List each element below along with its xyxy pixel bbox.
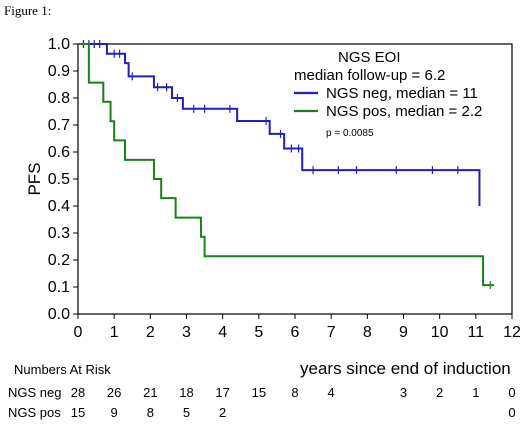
risk-count: 9 bbox=[111, 405, 118, 420]
y-tick-label: 0.7 bbox=[48, 117, 70, 134]
x-tick-label: 9 bbox=[399, 324, 408, 341]
x-tick-label: 11 bbox=[468, 324, 485, 341]
x-tick-label: 10 bbox=[431, 324, 449, 341]
series-line-0 bbox=[78, 43, 481, 206]
risk-count: 8 bbox=[147, 405, 154, 420]
y-tick-label: 0.8 bbox=[48, 90, 70, 107]
x-axis-label: years since end of induction bbox=[300, 359, 511, 378]
x-axis: 0 1 2 3 4 5 6 7 8 9 10 11 12 bbox=[74, 314, 520, 341]
y-tick-label: 0.4 bbox=[48, 198, 70, 215]
risk-count: 2 bbox=[219, 405, 226, 420]
x-tick-label: 8 bbox=[363, 324, 372, 341]
x-tick-label: 2 bbox=[146, 324, 155, 341]
risk-count: 8 bbox=[291, 385, 298, 400]
x-tick-label: 1 bbox=[110, 324, 119, 341]
legend-title: NGS EOI bbox=[338, 49, 401, 66]
risk-count: 0 bbox=[508, 385, 515, 400]
risk-count: 15 bbox=[252, 385, 266, 400]
x-tick-label: 12 bbox=[503, 324, 520, 341]
axis-labels: PFS years since end of induction bbox=[25, 162, 511, 378]
risk-count: 5 bbox=[183, 405, 190, 420]
risk-count: 15 bbox=[71, 405, 85, 420]
risk-count: 17 bbox=[215, 385, 229, 400]
y-tick-label: 0.1 bbox=[48, 279, 70, 296]
series-lines bbox=[78, 40, 494, 290]
legend-entry-1: NGS pos, median = 2.2 bbox=[326, 103, 482, 120]
y-axis-label: PFS bbox=[25, 162, 44, 195]
y-axis: 0.0 0.1 0.2 0.3 0.4 0.5 0.6 0.7 0.8 0.9 1.0 bbox=[48, 36, 78, 323]
x-tick-label: 0 bbox=[74, 324, 83, 341]
figure-label: Figure 1: bbox=[4, 3, 52, 18]
risk-count: 26 bbox=[107, 385, 121, 400]
y-tick-label: 1.0 bbox=[48, 36, 70, 53]
risk-row-label: NGS pos bbox=[8, 405, 61, 420]
legend-entry-0: NGS neg, median = 11 bbox=[326, 85, 478, 102]
y-tick-label: 0.6 bbox=[48, 144, 70, 161]
y-tick-label: 0.0 bbox=[48, 306, 70, 323]
x-tick-label: 5 bbox=[254, 324, 263, 341]
risk-count: 18 bbox=[179, 385, 193, 400]
p-value-annotation: p = 0.0085 bbox=[326, 128, 374, 139]
x-tick-label: 3 bbox=[182, 324, 191, 341]
y-tick-label: 0.2 bbox=[48, 252, 70, 269]
risk-count: 2 bbox=[436, 385, 443, 400]
y-tick-label: 0.9 bbox=[48, 63, 70, 80]
x-tick-label: 7 bbox=[327, 324, 336, 341]
risk-count: 28 bbox=[71, 385, 85, 400]
risk-row-label: NGS neg bbox=[8, 385, 61, 400]
series-line-1 bbox=[78, 43, 494, 287]
x-tick-label: 6 bbox=[291, 324, 300, 341]
legend-subtitle: median follow-up = 6.2 bbox=[294, 67, 445, 84]
risk-table-title: Numbers At Risk bbox=[14, 362, 111, 377]
risk-count: 3 bbox=[400, 385, 407, 400]
risk-count: 0 bbox=[508, 405, 515, 420]
y-tick-label: 0.5 bbox=[48, 171, 70, 188]
risk-count: 21 bbox=[143, 385, 157, 400]
x-tick-label: 4 bbox=[218, 324, 227, 341]
risk-count: 1 bbox=[472, 385, 479, 400]
y-tick-label: 0.3 bbox=[48, 225, 70, 242]
risk-count: 4 bbox=[328, 385, 335, 400]
